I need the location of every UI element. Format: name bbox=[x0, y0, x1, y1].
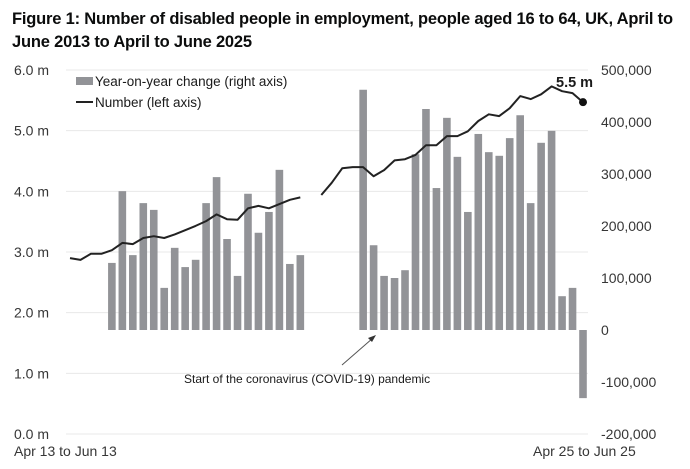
right-tick-label: 0 bbox=[601, 322, 609, 338]
right-tick-label: 300,000 bbox=[601, 166, 652, 182]
end-value-label: 5.5 m bbox=[556, 75, 593, 91]
bar bbox=[432, 188, 441, 330]
bar bbox=[108, 262, 116, 330]
right-tick-label: 500,000 bbox=[601, 62, 652, 78]
bar bbox=[191, 259, 200, 330]
left-tick-label: 4.0 m bbox=[14, 183, 49, 199]
chart-title: Figure 1: Number of disabled people in e… bbox=[12, 10, 673, 51]
bar bbox=[181, 267, 189, 330]
bar bbox=[526, 203, 535, 330]
bar bbox=[390, 278, 399, 330]
annotation-text: Start of the coronavirus (COVID-19) pand… bbox=[184, 372, 430, 386]
bar bbox=[579, 330, 587, 399]
bar bbox=[129, 255, 137, 330]
bar bbox=[223, 239, 231, 330]
bar bbox=[422, 109, 430, 330]
bar bbox=[558, 296, 566, 330]
bar bbox=[505, 138, 514, 330]
bar bbox=[359, 89, 367, 330]
left-tick-label: 3.0 m bbox=[14, 244, 49, 260]
left-tick-label: 0.0 m bbox=[14, 426, 49, 442]
bar bbox=[286, 263, 294, 330]
legend-swatch-bar bbox=[76, 77, 93, 85]
bar bbox=[265, 211, 273, 330]
legend-label-bar: Year-on-year change (right axis) bbox=[95, 74, 287, 89]
x-tick-last: Apr 25 to Jun 25 bbox=[533, 443, 636, 459]
bar bbox=[212, 177, 221, 330]
bar bbox=[568, 287, 577, 330]
annotation-arrowhead-icon bbox=[368, 335, 376, 342]
left-tick-label: 5.0 m bbox=[14, 123, 49, 139]
legend: Year-on-year change (right axis) Number … bbox=[76, 74, 287, 110]
right-tick-label: 400,000 bbox=[601, 114, 652, 130]
left-tick-label: 6.0 m bbox=[14, 62, 49, 78]
bar bbox=[464, 211, 472, 330]
bar bbox=[411, 154, 420, 330]
line-series bbox=[69, 85, 587, 261]
x-tick-first: Apr 13 to Jun 13 bbox=[14, 443, 117, 459]
bar bbox=[296, 255, 305, 330]
line-segment bbox=[320, 85, 584, 196]
right-tick-label: -200,000 bbox=[601, 426, 656, 442]
bar bbox=[380, 275, 388, 330]
line-segment bbox=[69, 196, 301, 261]
bar bbox=[160, 287, 169, 330]
bar bbox=[233, 275, 242, 330]
bar bbox=[202, 203, 210, 330]
bar bbox=[170, 247, 179, 330]
bar bbox=[474, 133, 483, 330]
bar bbox=[275, 169, 284, 330]
bar bbox=[149, 209, 158, 330]
covid-annotation: Start of the coronavirus (COVID-19) pand… bbox=[184, 335, 430, 386]
right-axis: -200,000 -100,000 0 100,000 200,000 300,000 40… bbox=[601, 62, 656, 442]
left-axis: 0.0 m 1.0 m 2.0 m 3.0 m 4.0 m 5.0 m 6.0 m bbox=[14, 62, 49, 442]
bar bbox=[537, 142, 545, 330]
left-tick-label: 2.0 m bbox=[14, 305, 49, 321]
bar bbox=[495, 155, 504, 330]
right-tick-label: -100,000 bbox=[601, 374, 656, 390]
bar bbox=[118, 191, 127, 330]
bar bbox=[401, 270, 409, 330]
bar bbox=[254, 232, 263, 330]
legend-label-line: Number (left axis) bbox=[95, 95, 202, 110]
bar bbox=[484, 152, 493, 330]
left-tick-label: 1.0 m bbox=[14, 365, 49, 381]
bar-series bbox=[108, 89, 587, 399]
right-tick-label: 200,000 bbox=[601, 218, 652, 234]
line-end-marker bbox=[579, 98, 587, 107]
bar bbox=[453, 156, 462, 330]
right-tick-label: 100,000 bbox=[601, 270, 652, 286]
bar bbox=[547, 130, 556, 330]
annotation-arrow-line bbox=[341, 337, 374, 366]
bar bbox=[139, 203, 148, 330]
bar bbox=[369, 245, 378, 330]
bar bbox=[516, 115, 524, 331]
bar bbox=[244, 193, 252, 330]
bar bbox=[443, 117, 451, 330]
